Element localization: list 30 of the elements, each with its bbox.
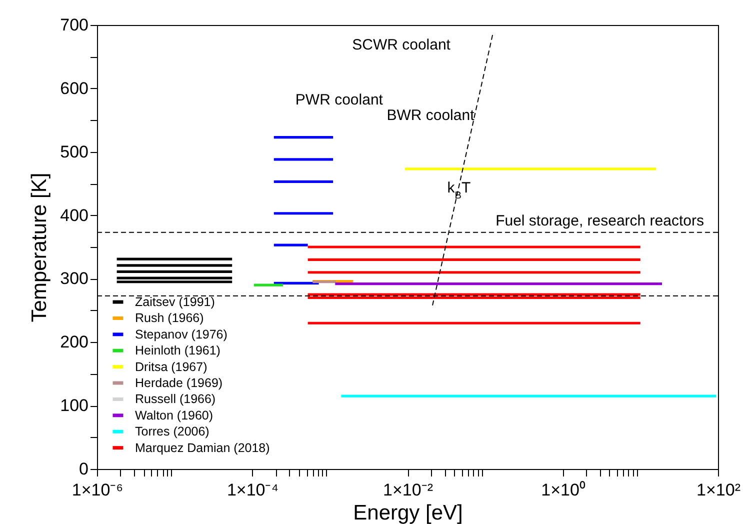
ref-line-label: Fuel storage, research reactors xyxy=(496,212,704,230)
x-tick-label: 1×10⁻² xyxy=(383,480,434,500)
legend-label: Zaitsev (1991) xyxy=(135,295,215,309)
legend-label: Rush (1966) xyxy=(135,311,204,326)
legend-label: Stepanov (1976) xyxy=(135,327,228,342)
legend-label: Marquez Damian (2018) xyxy=(135,440,270,455)
legend-label: Walton (1960) xyxy=(135,408,214,422)
annotation: SCWR coolant xyxy=(352,36,452,54)
y-tick-label: 500 xyxy=(60,142,88,162)
legend-label: Torres (2006) xyxy=(135,424,210,439)
y-tick-label: 400 xyxy=(60,206,88,225)
y-tick-label: 0 xyxy=(79,460,88,478)
x-tick-label: 1×10² xyxy=(696,480,741,500)
x-tick-label: 1×10⁻⁴ xyxy=(226,480,279,500)
annotation: BWR coolant xyxy=(386,107,476,124)
y-tick-label: 600 xyxy=(60,78,88,98)
y-tick-label: 300 xyxy=(60,269,88,288)
annotation: k$_{B}$T xyxy=(447,179,471,201)
x-tick-label: 1×10⁻⁶ xyxy=(72,480,124,500)
legend-label: Dritsa (1967) xyxy=(135,360,208,374)
y-axis-title: Temperature [K] xyxy=(28,172,52,322)
legend-label: Russell (1966) xyxy=(135,392,216,406)
y-tick-label: 200 xyxy=(60,332,88,352)
x-tick-label: 1×10⁰ xyxy=(541,480,586,500)
y-tick-label: 700 xyxy=(60,16,88,34)
legend-label: Herdade (1969) xyxy=(135,376,223,390)
annotation: PWR coolant xyxy=(295,92,384,109)
x-axis-title: Energy [eV] xyxy=(353,502,463,524)
legend-label: Heinloth (1961) xyxy=(135,344,220,358)
y-tick-label: 100 xyxy=(60,396,88,416)
